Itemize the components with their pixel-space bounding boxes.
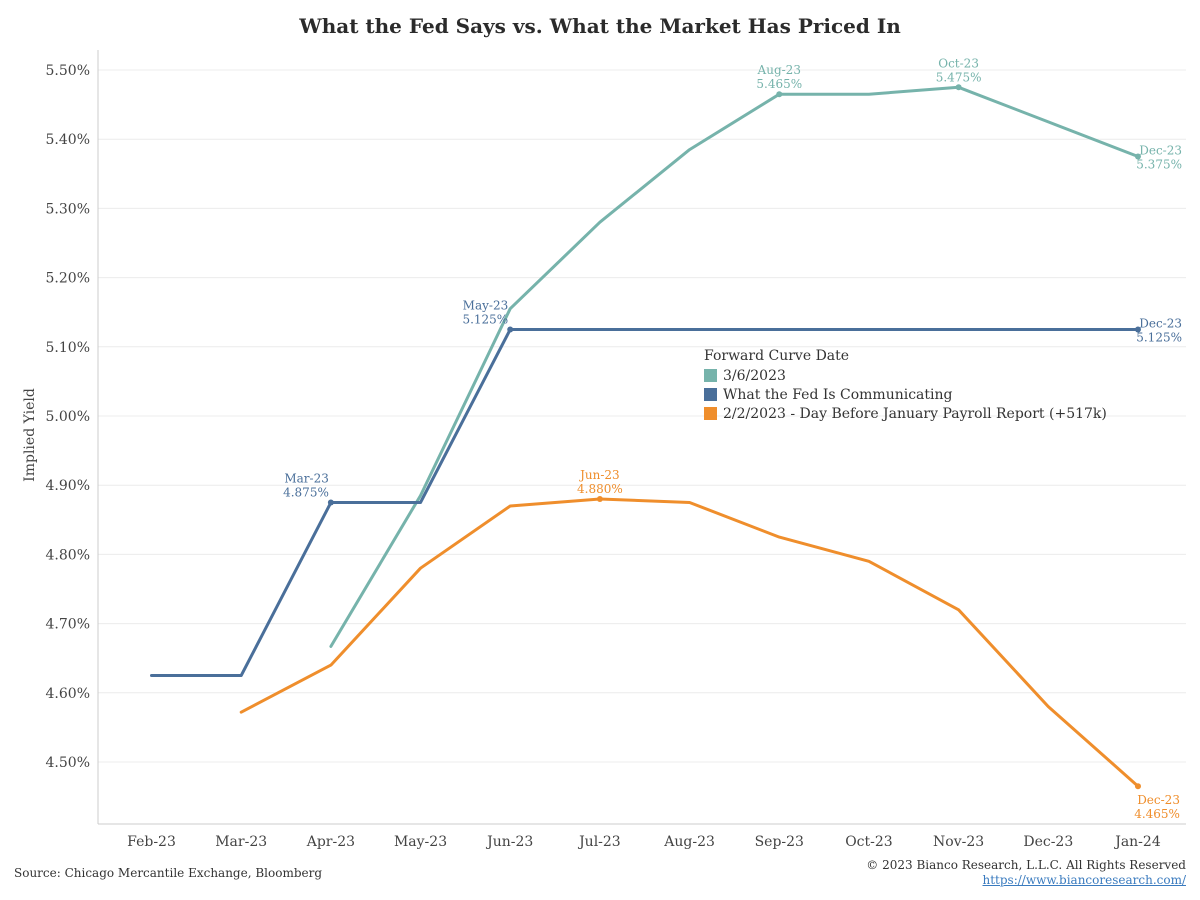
annotation-value: 5.475% <box>936 70 982 84</box>
x-tick-label: Sep-23 <box>755 834 804 850</box>
annotation-label: Aug-23 <box>757 63 801 77</box>
annotation-label: Dec-23 <box>1139 317 1182 331</box>
legend-label-series-1: What the Fed Is Communicating <box>723 386 953 403</box>
annotation-label: Mar-23 <box>284 472 329 486</box>
y-tick-label: 4.80% <box>46 547 90 563</box>
annotation-value: 4.880% <box>577 482 623 496</box>
x-tick-label: Nov-23 <box>933 834 984 850</box>
y-tick-label: 5.00% <box>46 409 90 425</box>
y-tick-label: 5.30% <box>46 201 90 217</box>
y-tick-label: 5.20% <box>46 271 90 287</box>
y-tick-label: 4.60% <box>46 686 90 702</box>
legend-title: Forward Curve Date <box>704 348 850 364</box>
x-tick-label: Apr-23 <box>306 834 355 850</box>
series-lines <box>150 85 1140 788</box>
copyright-block: © 2023 Bianco Research, L.L.C. All Right… <box>866 858 1186 888</box>
y-tick-label: 5.50% <box>46 63 90 79</box>
copyright-text: © 2023 Bianco Research, L.L.C. All Right… <box>866 858 1186 872</box>
y-tick-label: 4.50% <box>46 755 90 771</box>
annotation-label: Jun-23 <box>578 468 620 482</box>
legend-item-series-1[interactable]: What the Fed Is Communicating <box>704 385 1107 404</box>
legend: Forward Curve Date 3/6/2023 What the Fed… <box>704 348 1107 423</box>
x-tick-label: May-23 <box>394 834 447 850</box>
legend-label-series-0: 3/6/2023 <box>723 367 786 384</box>
x-tick-label: Oct-23 <box>845 834 893 850</box>
legend-swatch-series-1 <box>704 388 717 401</box>
x-axis: Feb-23 Mar-23 Apr-23 May-23 Jun-23 Jul-23 Aug-… <box>98 823 1186 850</box>
data-point-marker <box>596 496 603 503</box>
annotation-label: Dec-23 <box>1139 144 1182 158</box>
legend-item-series-0[interactable]: 3/6/2023 <box>704 366 1107 385</box>
data-point-marker <box>776 91 783 98</box>
series-line-1 <box>150 328 1140 677</box>
y-tick-label: 5.10% <box>46 340 90 356</box>
annotation-value: 5.125% <box>1136 331 1182 345</box>
data-point-marker <box>1134 326 1141 333</box>
legend-swatch-series-2 <box>704 407 717 420</box>
source-note: Source: Chicago Mercantile Exchange, Blo… <box>14 866 323 880</box>
x-tick-label: Feb-23 <box>127 834 176 850</box>
data-point-marker <box>1134 783 1141 790</box>
annotation-label: Dec-23 <box>1137 793 1180 807</box>
annotation-value: 4.465% <box>1134 807 1180 821</box>
x-tick-label: Jan-24 <box>1113 834 1161 850</box>
x-tick-label: Dec-23 <box>1023 834 1073 850</box>
y-axis-title: Implied Yield <box>22 388 38 482</box>
annotation-value: 5.465% <box>756 77 802 91</box>
legend-label-series-2: 2/2/2023 - Day Before January Payroll Re… <box>723 405 1107 422</box>
x-tick-label: Mar-23 <box>215 834 267 850</box>
data-point-marker <box>327 499 334 506</box>
x-tick-label: Jul-23 <box>577 834 621 850</box>
legend-item-series-2[interactable]: 2/2/2023 - Day Before January Payroll Re… <box>704 404 1107 423</box>
series-line-2 <box>239 497 1140 788</box>
annotation-value: 4.875% <box>283 486 329 500</box>
annotation-label: Oct-23 <box>938 56 979 70</box>
x-tick-label: Jun-23 <box>485 834 533 850</box>
website-link[interactable]: https://www.biancoresearch.com/ <box>982 873 1186 887</box>
annotation-label: May-23 <box>463 299 509 313</box>
legend-swatch-series-0 <box>704 369 717 382</box>
data-point-marker <box>955 84 962 91</box>
series-line-0 <box>329 85 1140 648</box>
y-tick-label: 4.70% <box>46 617 90 633</box>
x-tick-label: Aug-23 <box>663 834 715 850</box>
y-tick-label: 4.90% <box>46 478 90 494</box>
chart-title: What the Fed Says vs. What the Market Ha… <box>299 14 901 38</box>
data-point-marker <box>1134 153 1141 160</box>
data-point-marker <box>507 326 514 333</box>
y-tick-label: 5.40% <box>46 132 90 148</box>
annotation-value: 5.375% <box>1136 158 1182 172</box>
data-annotations: Aug-235.465%Oct-235.475%Dec-235.375%Mar-… <box>283 56 1182 821</box>
y-axis: 4.50% 4.60% 4.70% 4.80% 4.90% 5.00% 5.10% 5.20%… <box>46 50 99 824</box>
annotation-value: 5.125% <box>462 313 508 327</box>
